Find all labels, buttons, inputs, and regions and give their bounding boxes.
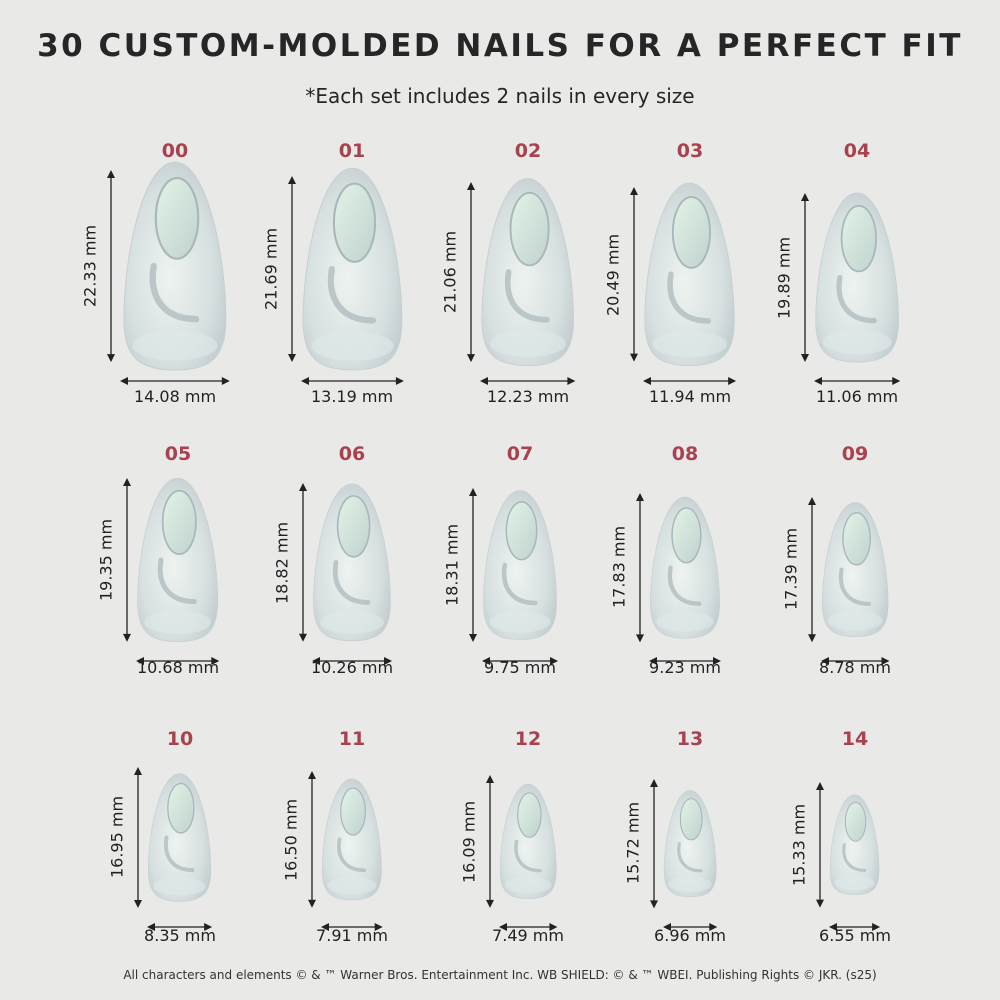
length-arrow — [298, 483, 307, 642]
length-measurement: 21.06 mm — [440, 230, 460, 313]
width-measurement: 8.78 mm — [819, 658, 891, 677]
length-arrow — [816, 782, 825, 908]
length-measurement: 16.09 mm — [459, 800, 479, 883]
width-measurement: 9.23 mm — [649, 658, 721, 677]
nail-image — [481, 177, 575, 366]
length-measurement: 18.82 mm — [272, 521, 292, 604]
length-measurement: 19.35 mm — [96, 519, 116, 602]
page-subtitle: *Each set includes 2 nails in every size — [305, 84, 695, 108]
size-number: 10 — [166, 728, 194, 750]
length-arrow — [630, 187, 639, 362]
width-arrow — [820, 657, 890, 665]
length-arrow — [649, 778, 658, 908]
width-arrow — [813, 377, 901, 385]
width-measurement: 14.08 mm — [133, 387, 217, 406]
length-measurement: 22.33 mm — [80, 224, 100, 307]
width-measurement: 13.19 mm — [310, 387, 394, 406]
length-measurement: 19.89 mm — [774, 236, 794, 319]
length-arrow — [107, 169, 116, 362]
length-arrow — [468, 488, 477, 642]
width-measurement: 7.49 mm — [492, 926, 564, 945]
size-number: 13 — [676, 728, 704, 750]
width-measurement: 10.68 mm — [136, 658, 220, 677]
size-number: 12 — [514, 728, 542, 750]
nail-image — [148, 773, 212, 902]
width-arrow — [643, 377, 737, 385]
size-number: 01 — [338, 140, 366, 162]
length-measurement: 20.49 mm — [603, 233, 623, 316]
width-measurement: 11.94 mm — [648, 387, 732, 406]
nail-image — [322, 778, 382, 901]
nail-image — [830, 794, 880, 896]
length-arrow — [807, 496, 816, 642]
width-arrow — [136, 657, 220, 665]
width-measurement: 11.06 mm — [815, 387, 899, 406]
width-arrow — [120, 377, 230, 385]
width-arrow — [829, 923, 881, 931]
nail-image — [499, 784, 557, 900]
nail-image — [313, 483, 391, 642]
width-arrow — [480, 377, 576, 385]
length-arrow — [134, 766, 143, 908]
length-measurement: 21.69 mm — [261, 227, 281, 310]
width-arrow — [300, 377, 404, 385]
size-number: 07 — [506, 443, 534, 465]
length-arrow — [467, 181, 476, 362]
width-measurement: 6.55 mm — [819, 926, 891, 945]
length-arrow — [485, 775, 494, 908]
size-number: 11 — [338, 728, 366, 750]
length-measurement: 18.31 mm — [442, 523, 462, 607]
width-arrow — [649, 657, 721, 665]
width-arrow — [311, 657, 393, 665]
length-arrow — [308, 771, 317, 908]
page-title: 30 CUSTOM-MOLDED NAILS FOR A PERFECT FIT — [37, 28, 963, 64]
nail-image — [815, 192, 899, 363]
width-arrow — [498, 923, 558, 931]
length-measurement: 16.95 mm — [107, 796, 127, 879]
size-number: 05 — [164, 443, 192, 465]
length-arrow — [800, 193, 809, 362]
length-measurement: 15.33 mm — [789, 804, 809, 887]
copyright-footer: All characters and elements © & ™ Warner… — [123, 968, 877, 982]
width-arrow — [481, 657, 559, 665]
width-arrow — [147, 923, 213, 931]
width-arrow — [321, 923, 383, 931]
size-number: 00 — [161, 140, 189, 162]
width-measurement: 12.23 mm — [486, 387, 570, 406]
width-arrow — [662, 923, 718, 931]
length-measurement: 16.50 mm — [281, 798, 301, 881]
length-measurement: 17.39 mm — [781, 528, 801, 611]
nail-image — [644, 182, 736, 367]
nail-image — [302, 167, 402, 371]
nail-image — [650, 496, 720, 639]
nail-image — [137, 478, 219, 643]
size-number: 06 — [338, 443, 366, 465]
size-number: 09 — [841, 443, 869, 465]
length-measurement: 17.83 mm — [609, 526, 629, 609]
size-number: 02 — [514, 140, 542, 162]
nail-image — [123, 161, 227, 371]
length-arrow — [636, 492, 644, 642]
nail-image — [821, 501, 889, 637]
nail-image — [663, 789, 717, 897]
width-measurement: 9.75 mm — [484, 658, 556, 677]
width-measurement: 10.26 mm — [310, 658, 394, 677]
length-arrow — [287, 175, 296, 362]
nail-image — [483, 490, 557, 640]
size-number: 03 — [676, 140, 704, 162]
length-measurement: 15.72 mm — [623, 802, 643, 885]
size-number: 14 — [841, 728, 869, 750]
width-measurement: 8.35 mm — [144, 926, 216, 945]
width-measurement: 7.91 mm — [316, 926, 388, 945]
length-arrow — [123, 478, 132, 642]
size-number: 04 — [843, 140, 871, 162]
size-number: 08 — [671, 443, 699, 465]
width-measurement: 6.96 mm — [654, 926, 726, 945]
